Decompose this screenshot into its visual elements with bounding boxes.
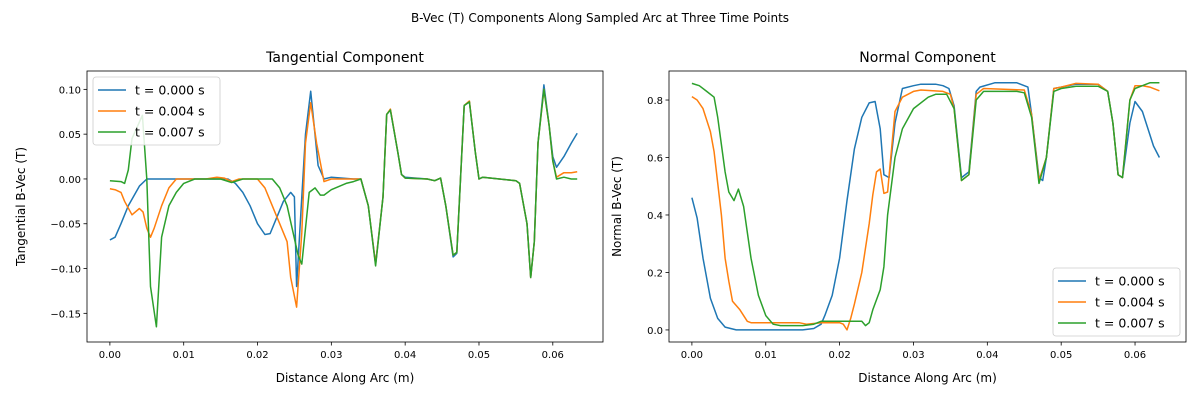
x-tick-label: 0.03 xyxy=(902,350,924,361)
subplot-tangential: Tangential Component 0.00 0.01 0.02 0.03 0.04… xyxy=(14,50,604,385)
x-tick-label: 0.02 xyxy=(246,350,268,361)
subplot-title: Normal Component xyxy=(859,50,996,66)
legend-frame xyxy=(1052,267,1181,337)
legend-label-t0: t = 0.000 s xyxy=(135,83,205,98)
axes-frame xyxy=(86,70,604,343)
x-tick-label: 0.04 xyxy=(976,350,998,361)
series-line-t1 xyxy=(691,82,1160,331)
x-tick-label: 0.01 xyxy=(755,350,777,361)
figure-suptitle: B-Vec (T) Components Along Sampled Arc a… xyxy=(411,11,789,25)
y-tick-label: 0.05 xyxy=(59,130,81,141)
x-tick-label: 0.01 xyxy=(173,350,195,361)
x-tick-label: 0.05 xyxy=(1050,350,1072,361)
legend-label-t2: t = 0.007 s xyxy=(1095,316,1165,331)
x-tick-label: 0.04 xyxy=(394,350,416,361)
y-tick-label: 0.8 xyxy=(647,96,663,107)
y-tick-label: 0.6 xyxy=(647,154,663,165)
legend-label-t1: t = 0.004 s xyxy=(135,104,205,119)
y-axis-label: Normal B-Vec (T) xyxy=(610,156,624,257)
legend-label-t1: t = 0.004 s xyxy=(1095,295,1165,310)
legend: t = 0.000 s t = 0.004 s t = 0.007 s xyxy=(1052,267,1181,337)
y-tick-label: 0.4 xyxy=(647,211,663,222)
y-tick-label: 0.2 xyxy=(647,268,663,279)
subplot-normal: Normal Component 0.00 0.01 0.02 0.03 0.04 0.05… xyxy=(610,50,1187,385)
x-tick-label: 0.03 xyxy=(320,350,342,361)
y-tick-label: −0.05 xyxy=(50,220,81,231)
series-line-t2 xyxy=(691,82,1160,327)
y-tick-label: 0.0 xyxy=(647,326,663,337)
legend-frame xyxy=(92,76,221,146)
legend-label-t2: t = 0.007 s xyxy=(135,125,205,140)
x-axis-label: Distance Along Arc (m) xyxy=(276,371,415,385)
axes-frame xyxy=(668,70,1187,343)
x-tick-label: 0.00 xyxy=(99,350,121,361)
series-line-t2 xyxy=(109,88,578,328)
x-tick-label: 0.02 xyxy=(828,350,850,361)
y-tick-label: −0.10 xyxy=(50,265,81,276)
y-axis-label: Tangential B-Vec (T) xyxy=(14,147,28,267)
legend-label-t0: t = 0.000 s xyxy=(1095,274,1165,289)
x-tick-label: 0.06 xyxy=(542,350,564,361)
x-tick-label: 0.06 xyxy=(1124,350,1146,361)
subplot-title: Tangential Component xyxy=(265,50,424,66)
x-axis-label: Distance Along Arc (m) xyxy=(858,371,997,385)
x-tick-label: 0.00 xyxy=(681,350,703,361)
y-tick-label: 0.10 xyxy=(59,85,81,96)
legend: t = 0.000 s t = 0.004 s t = 0.007 s xyxy=(92,76,221,146)
x-tick-label: 0.05 xyxy=(468,350,490,361)
y-tick-label: 0.00 xyxy=(59,175,81,186)
y-tick-label: −0.15 xyxy=(50,309,81,320)
